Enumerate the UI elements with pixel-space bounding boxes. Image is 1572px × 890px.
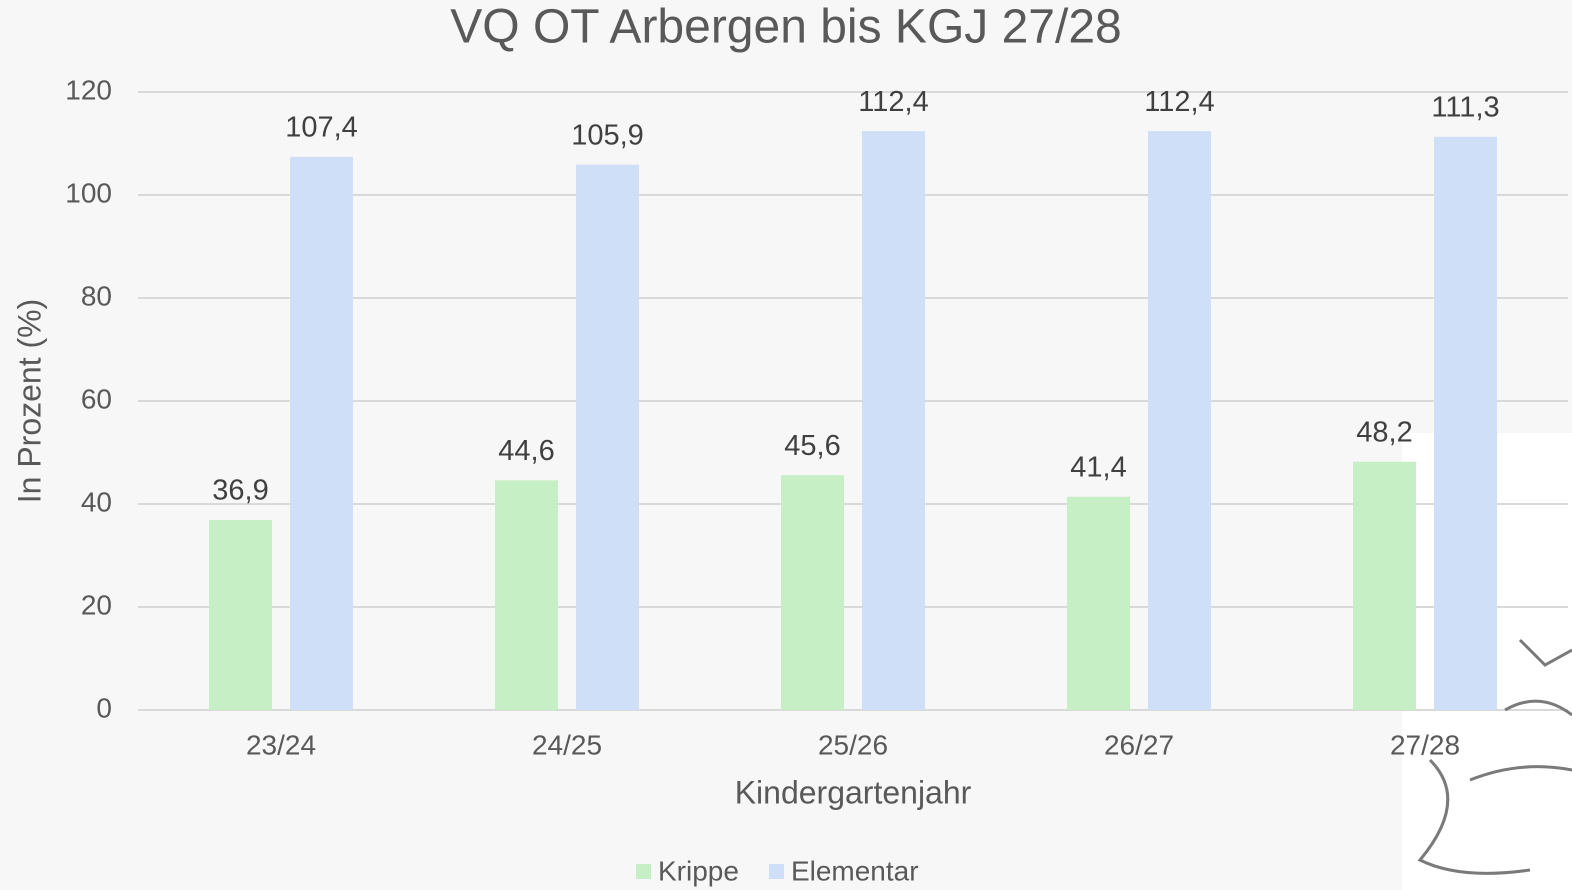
legend-label: Elementar	[791, 855, 919, 886]
legend-label: Krippe	[658, 855, 739, 886]
bar	[209, 519, 272, 710]
x-tick-label: 26/27	[1104, 729, 1174, 760]
x-tick-label: 25/26	[818, 729, 888, 760]
bar	[1067, 496, 1130, 710]
bar	[495, 480, 558, 710]
data-label: 112,4	[858, 86, 928, 118]
y-tick-label: 40	[81, 486, 112, 517]
x-tick-label: 23/24	[246, 729, 316, 760]
y-tick-label: 120	[65, 74, 112, 105]
data-label: 105,9	[571, 119, 644, 151]
legend-swatch	[768, 864, 784, 879]
data-label: 44,6	[498, 435, 554, 467]
data-label: 36,9	[212, 475, 268, 507]
data-label: 111,3	[1431, 91, 1499, 123]
bar	[781, 475, 844, 710]
y-tick-label: 100	[65, 177, 112, 208]
y-tick-label: 0	[96, 692, 112, 723]
y-tick-label: 20	[81, 589, 112, 620]
chart-title: VQ OT Arbergen bis KGJ 27/28	[450, 1, 1121, 54]
bar	[862, 131, 925, 710]
data-label: 112,4	[1144, 86, 1214, 118]
bar	[1353, 461, 1416, 710]
decoration	[1417, 638, 1572, 875]
data-label: 48,2	[1356, 416, 1412, 448]
x-tick-label: 24/25	[532, 729, 602, 760]
data-label: 41,4	[1070, 451, 1126, 483]
y-tick-label: 60	[81, 383, 112, 414]
data-label: 45,6	[784, 430, 840, 462]
data-label: 107,4	[285, 112, 358, 144]
bar	[1434, 136, 1497, 710]
x-tick-label: 27/28	[1390, 729, 1460, 760]
bar	[576, 164, 639, 711]
bar	[290, 156, 353, 710]
bar	[1148, 131, 1211, 710]
x-axis-title: Kindergartenjahr	[735, 774, 972, 810]
y-tick-label: 80	[81, 280, 112, 311]
legend-swatch	[636, 864, 651, 879]
y-axis-title: In Prozent (%)	[11, 299, 47, 504]
